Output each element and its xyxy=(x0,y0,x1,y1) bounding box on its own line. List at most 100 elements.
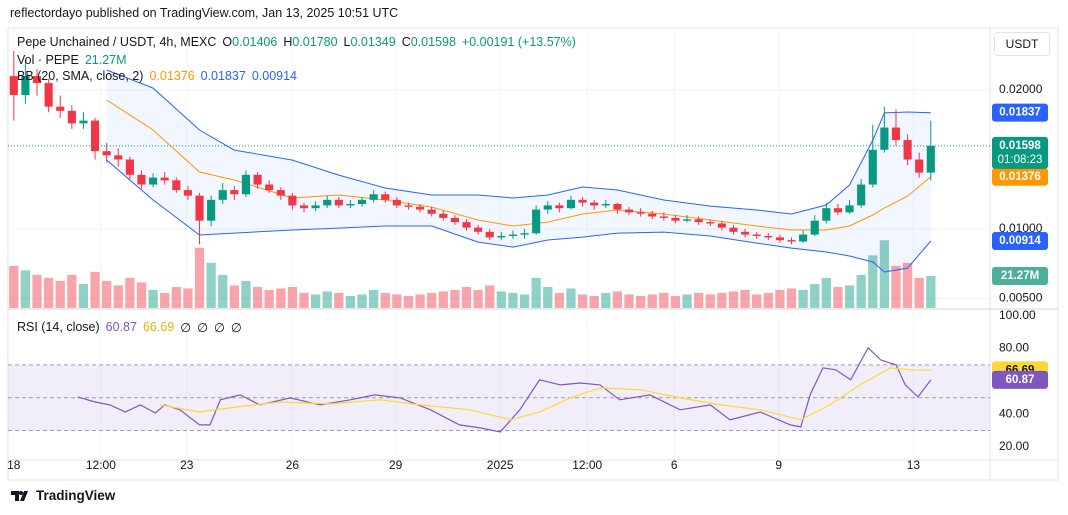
candle-body xyxy=(532,209,541,234)
candle-body xyxy=(288,195,297,206)
ohlc-key: O xyxy=(222,35,233,49)
rsi-legend: RSI (14, close) 60.87 66.69 ∅ ∅ ∅ ∅ xyxy=(17,319,242,335)
candle-body xyxy=(44,83,53,107)
bb-upper xyxy=(106,69,931,215)
y-tick-label: 100.00 xyxy=(999,308,1036,322)
volume-bar xyxy=(322,291,332,308)
symbol-title: Pepe Unchained / USDT, 4h, MEXC xyxy=(17,35,217,49)
candle-body xyxy=(346,204,355,206)
y-tick-label: 40.00 xyxy=(999,406,1029,420)
volume-bar xyxy=(55,280,65,308)
volume-bar xyxy=(299,292,309,308)
candle-body xyxy=(682,219,692,221)
volume-bar xyxy=(43,277,54,308)
volume-bar xyxy=(775,289,785,308)
candle-body xyxy=(659,216,668,218)
candle-body xyxy=(218,190,227,200)
candle-body xyxy=(253,174,262,185)
volume-bar xyxy=(229,285,239,308)
volume-bar xyxy=(496,291,506,308)
volume-bar xyxy=(577,294,588,308)
ohlc-value: 0.01406 xyxy=(232,35,278,49)
candle-body xyxy=(741,231,750,235)
volume-bar xyxy=(427,292,437,308)
candle-body xyxy=(392,199,401,206)
volume-bar xyxy=(810,283,820,308)
volume-value: 21.27M xyxy=(84,53,127,67)
volume-bar xyxy=(844,285,855,308)
na-value: ∅ xyxy=(197,320,209,335)
bb-lower xyxy=(106,159,932,273)
volume-bar xyxy=(148,289,158,308)
candle-body xyxy=(880,127,889,150)
volume-bar xyxy=(914,277,924,308)
volume-bar xyxy=(856,274,866,308)
candle-body xyxy=(114,155,123,160)
volume-bar xyxy=(136,282,147,308)
candle-body xyxy=(21,76,30,96)
currency-button[interactable]: USDT xyxy=(994,32,1050,56)
volume-bar xyxy=(786,288,797,308)
volume-bar xyxy=(798,289,808,308)
candle-body xyxy=(311,205,320,209)
candle-body xyxy=(926,145,935,173)
x-tick-label: 12:00 xyxy=(86,458,116,472)
volume-bar xyxy=(287,286,298,308)
candle-body xyxy=(799,234,808,242)
y-tick-label: 80.00 xyxy=(999,341,1029,355)
candle-body xyxy=(648,213,657,217)
candle-body xyxy=(590,202,599,206)
bb-basis-badge: 0.01376 xyxy=(999,171,1041,183)
ohlc-item: C0.01598 xyxy=(402,35,456,49)
candle-body xyxy=(694,219,703,223)
candle-body xyxy=(566,199,576,209)
volume-bar xyxy=(670,295,681,308)
y-tick-label: 0.01000 xyxy=(999,221,1043,235)
candle-body xyxy=(125,159,134,175)
volume-bar xyxy=(682,294,692,308)
volume-legend: Vol · PEPE 21.27M xyxy=(17,52,127,68)
chart-frame xyxy=(7,27,1059,481)
candle-body xyxy=(706,222,715,224)
candle-body xyxy=(787,240,796,242)
volume-bar xyxy=(67,274,77,308)
candle-body xyxy=(323,199,332,206)
x-tick-label: 29 xyxy=(389,458,403,472)
candle-body xyxy=(67,110,76,124)
candle-body xyxy=(497,235,506,238)
ohlc-key: C xyxy=(401,35,411,49)
bb-lower-value: 0.00914 xyxy=(251,69,297,83)
candle-body xyxy=(9,76,18,96)
volume-bar xyxy=(612,291,623,308)
volume-bar xyxy=(635,295,646,308)
volume-bar xyxy=(276,288,286,308)
candle-body xyxy=(56,106,65,111)
volume-bar xyxy=(659,292,669,308)
footer-brand: TradingView xyxy=(36,488,116,503)
volume-bar xyxy=(78,283,89,308)
volume-bar xyxy=(926,275,936,308)
candle-body xyxy=(578,199,587,203)
ohlc-key: H xyxy=(283,35,293,49)
footer: TradingView xyxy=(10,488,115,503)
volume-bar xyxy=(868,255,878,308)
candle-body xyxy=(624,209,634,213)
na-value: ∅ xyxy=(230,320,242,335)
bb-legend: BB (20, SMA, close, 2) 0.01376 0.01837 0… xyxy=(17,68,297,84)
rsi-ma-value: 66.69 xyxy=(142,320,175,334)
candle-body xyxy=(915,159,924,173)
volume-bar xyxy=(717,292,727,308)
volume-bar xyxy=(566,288,576,308)
volume-bar xyxy=(183,288,193,308)
countdown: 01:08:23 xyxy=(998,154,1043,166)
volume-bar xyxy=(473,289,483,308)
volume-bar xyxy=(902,262,913,308)
bb-upper-badge: 0.01837 xyxy=(999,107,1041,119)
x-tick-label: 18 xyxy=(7,458,21,472)
candle-body xyxy=(474,227,483,232)
candle-body xyxy=(520,233,529,235)
candle-body xyxy=(508,234,517,236)
volume-bar xyxy=(113,285,123,308)
candle-body xyxy=(833,208,843,213)
